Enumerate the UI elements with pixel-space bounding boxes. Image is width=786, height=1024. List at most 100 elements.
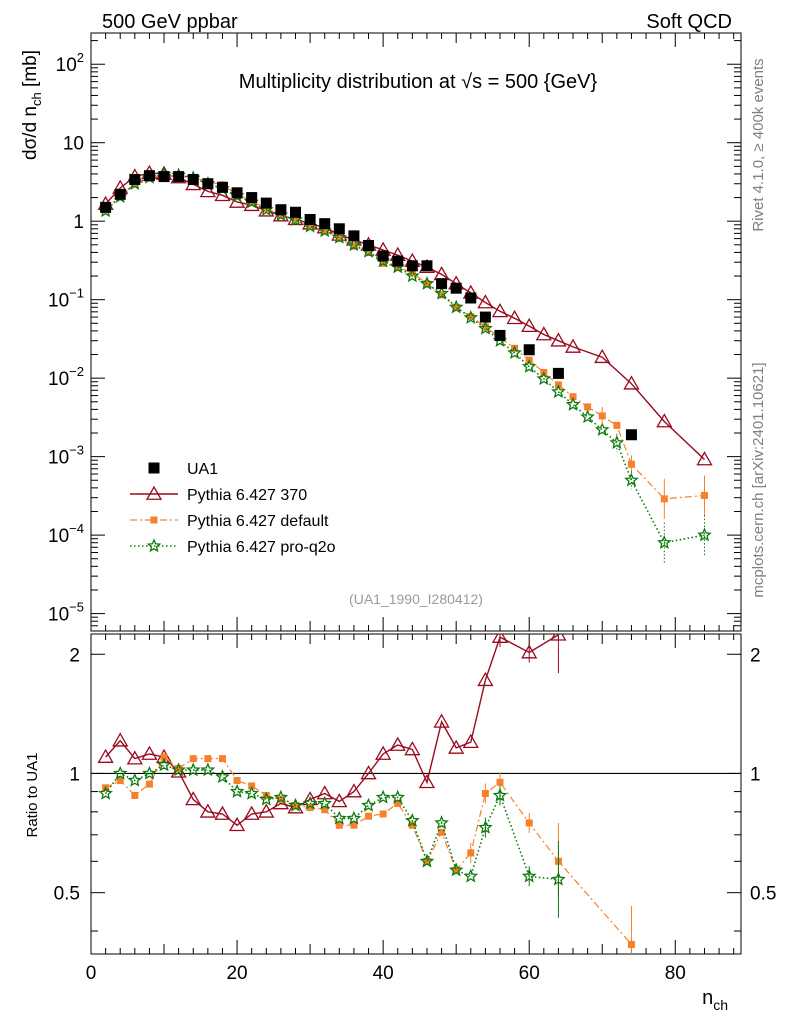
main-p370-point	[696, 451, 713, 466]
ratio-pdefault-point	[233, 776, 241, 784]
side-mcplots-label: mcplots.cern.ch [arXiv:2401.10621]	[750, 362, 767, 597]
main-pdefault-point	[481, 323, 489, 331]
main-ua1-point	[319, 218, 331, 230]
main-pq2o-point	[565, 396, 581, 411]
main-ua1-point	[333, 223, 345, 235]
ratio-pq2o-point	[215, 769, 230, 784]
main-p370-point	[594, 348, 611, 364]
y-tick-exponent: −3	[69, 443, 84, 458]
side-rivet-label: Rivet 4.1.0, ≥ 400k events	[750, 58, 767, 231]
y-tick-exponent: 2	[77, 50, 84, 65]
main-pq2o-point	[697, 527, 712, 542]
main-ua1-point	[406, 260, 418, 272]
main-pq2o-point	[521, 359, 537, 373]
ratio-tick-label-right: 0.5	[750, 884, 776, 905]
legend-label: Pythia 6.427 pro-q2o	[187, 539, 336, 556]
main-p370-point	[477, 294, 494, 309]
y-tick-label: 102	[56, 50, 84, 76]
ratio-tick-label: 0.5	[54, 884, 80, 905]
ratio-p370-point	[185, 791, 202, 806]
main-pdefault-point	[350, 242, 358, 250]
ratio-p370-point	[214, 805, 231, 820]
ratio-pq2o-point	[346, 810, 362, 825]
x-tick-label: 20	[226, 963, 247, 984]
main-pdefault-point	[291, 215, 299, 223]
main-p370-point	[214, 186, 231, 202]
main-pq2o-point	[346, 237, 362, 252]
ratio-pq2o-point	[375, 789, 391, 804]
y-tick-label: 10−3	[48, 443, 84, 469]
header-right: Soft QCD	[646, 11, 732, 33]
main-p370-line	[105, 172, 705, 461]
main-ua1-point	[202, 178, 214, 190]
ratio-p370-point	[345, 783, 363, 798]
x-tick-label: 60	[519, 963, 540, 984]
main-pq2o-point	[656, 535, 672, 549]
main-ua1-point	[552, 367, 564, 379]
main-pq2o-point	[448, 299, 464, 314]
y-tick-base: 10	[48, 291, 69, 312]
ratio-p370-point	[389, 736, 406, 751]
main-ua1-point	[216, 181, 228, 193]
ratio-pq2o-point	[142, 765, 157, 780]
ratio-pdefault-point	[408, 821, 416, 829]
ratio-pq2o-point	[229, 783, 245, 798]
legend-marker	[148, 462, 160, 474]
ratio-pdefault-point	[335, 821, 343, 829]
legend-item-pq2o: Pythia 6.427 pro-q2o	[130, 538, 336, 556]
y-tick-label: 10−5	[48, 600, 84, 626]
y-tick-exponent: −4	[69, 521, 84, 536]
ratio-pq2o-point	[112, 765, 128, 780]
main-pdefault-point	[408, 269, 416, 277]
y-tick-base: 10	[48, 526, 69, 547]
main-ua1-point	[143, 170, 155, 182]
main-pq2o-point	[551, 384, 566, 399]
ratio-p370-point	[112, 732, 129, 747]
ratio-pq2o-point	[448, 862, 464, 877]
ratio-p370-point	[243, 805, 260, 820]
x-axis-title-sub: ch	[713, 997, 728, 1013]
main-pdefault-point	[438, 291, 446, 299]
ratio-pdefault-point	[204, 755, 212, 763]
main-pq2o-point	[463, 310, 479, 324]
ratio-p370-point	[258, 803, 275, 818]
y-tick-label: 10−2	[48, 364, 84, 390]
ratio-pdefault-point	[365, 812, 373, 820]
ratio-tick-label: 2	[69, 645, 80, 666]
ratio-data-layer	[97, 634, 635, 954]
legend: UA1 Pythia 6.427 370 Pythia 6.427 default P…	[130, 461, 336, 556]
legend-label: Pythia 6.427 default	[187, 513, 329, 530]
y-tick-base: 10	[48, 369, 69, 390]
ratio-pq2o-point	[317, 795, 333, 810]
ratio-p370-point	[375, 745, 392, 760]
main-pq2o-point	[580, 409, 595, 424]
y-tick-exponent: −5	[69, 600, 84, 615]
main-ua1-point	[114, 188, 126, 200]
main-pq2o-point	[419, 275, 435, 290]
ratio-p370-point	[448, 739, 465, 754]
ratio-pq2o-point	[331, 810, 347, 825]
x-axis: 0 20 40 60 80	[86, 33, 735, 984]
main-pdefault-point	[584, 403, 592, 411]
legend-item-pdefault: Pythia 6.427 default	[130, 513, 329, 530]
ratio-tick-label-right: 2	[750, 645, 761, 666]
main-pq2o-point	[594, 422, 610, 436]
main-pq2o-point	[507, 345, 522, 360]
main-panel-frame	[90, 32, 742, 632]
main-ua1-point	[625, 429, 637, 441]
ratio-pq2o-point	[404, 812, 420, 827]
y-tick-label: 1	[73, 212, 84, 233]
ratio-p370-point	[228, 816, 246, 832]
y-tick-exponent: −1	[69, 286, 84, 301]
legend-item-p370: Pythia 6.427 370	[130, 485, 307, 504]
legend-marker	[150, 516, 158, 524]
main-pdefault-point	[452, 303, 460, 311]
main-ua1-point	[377, 250, 389, 262]
main-pdefault-point	[423, 280, 431, 288]
ratio-pq2o-point	[156, 757, 172, 772]
ratio-pq2o-point	[244, 785, 260, 800]
ratio-y-axis: 0.5 0.5 1 1 2 2	[54, 645, 776, 932]
ratio-p370-point	[141, 745, 158, 760]
